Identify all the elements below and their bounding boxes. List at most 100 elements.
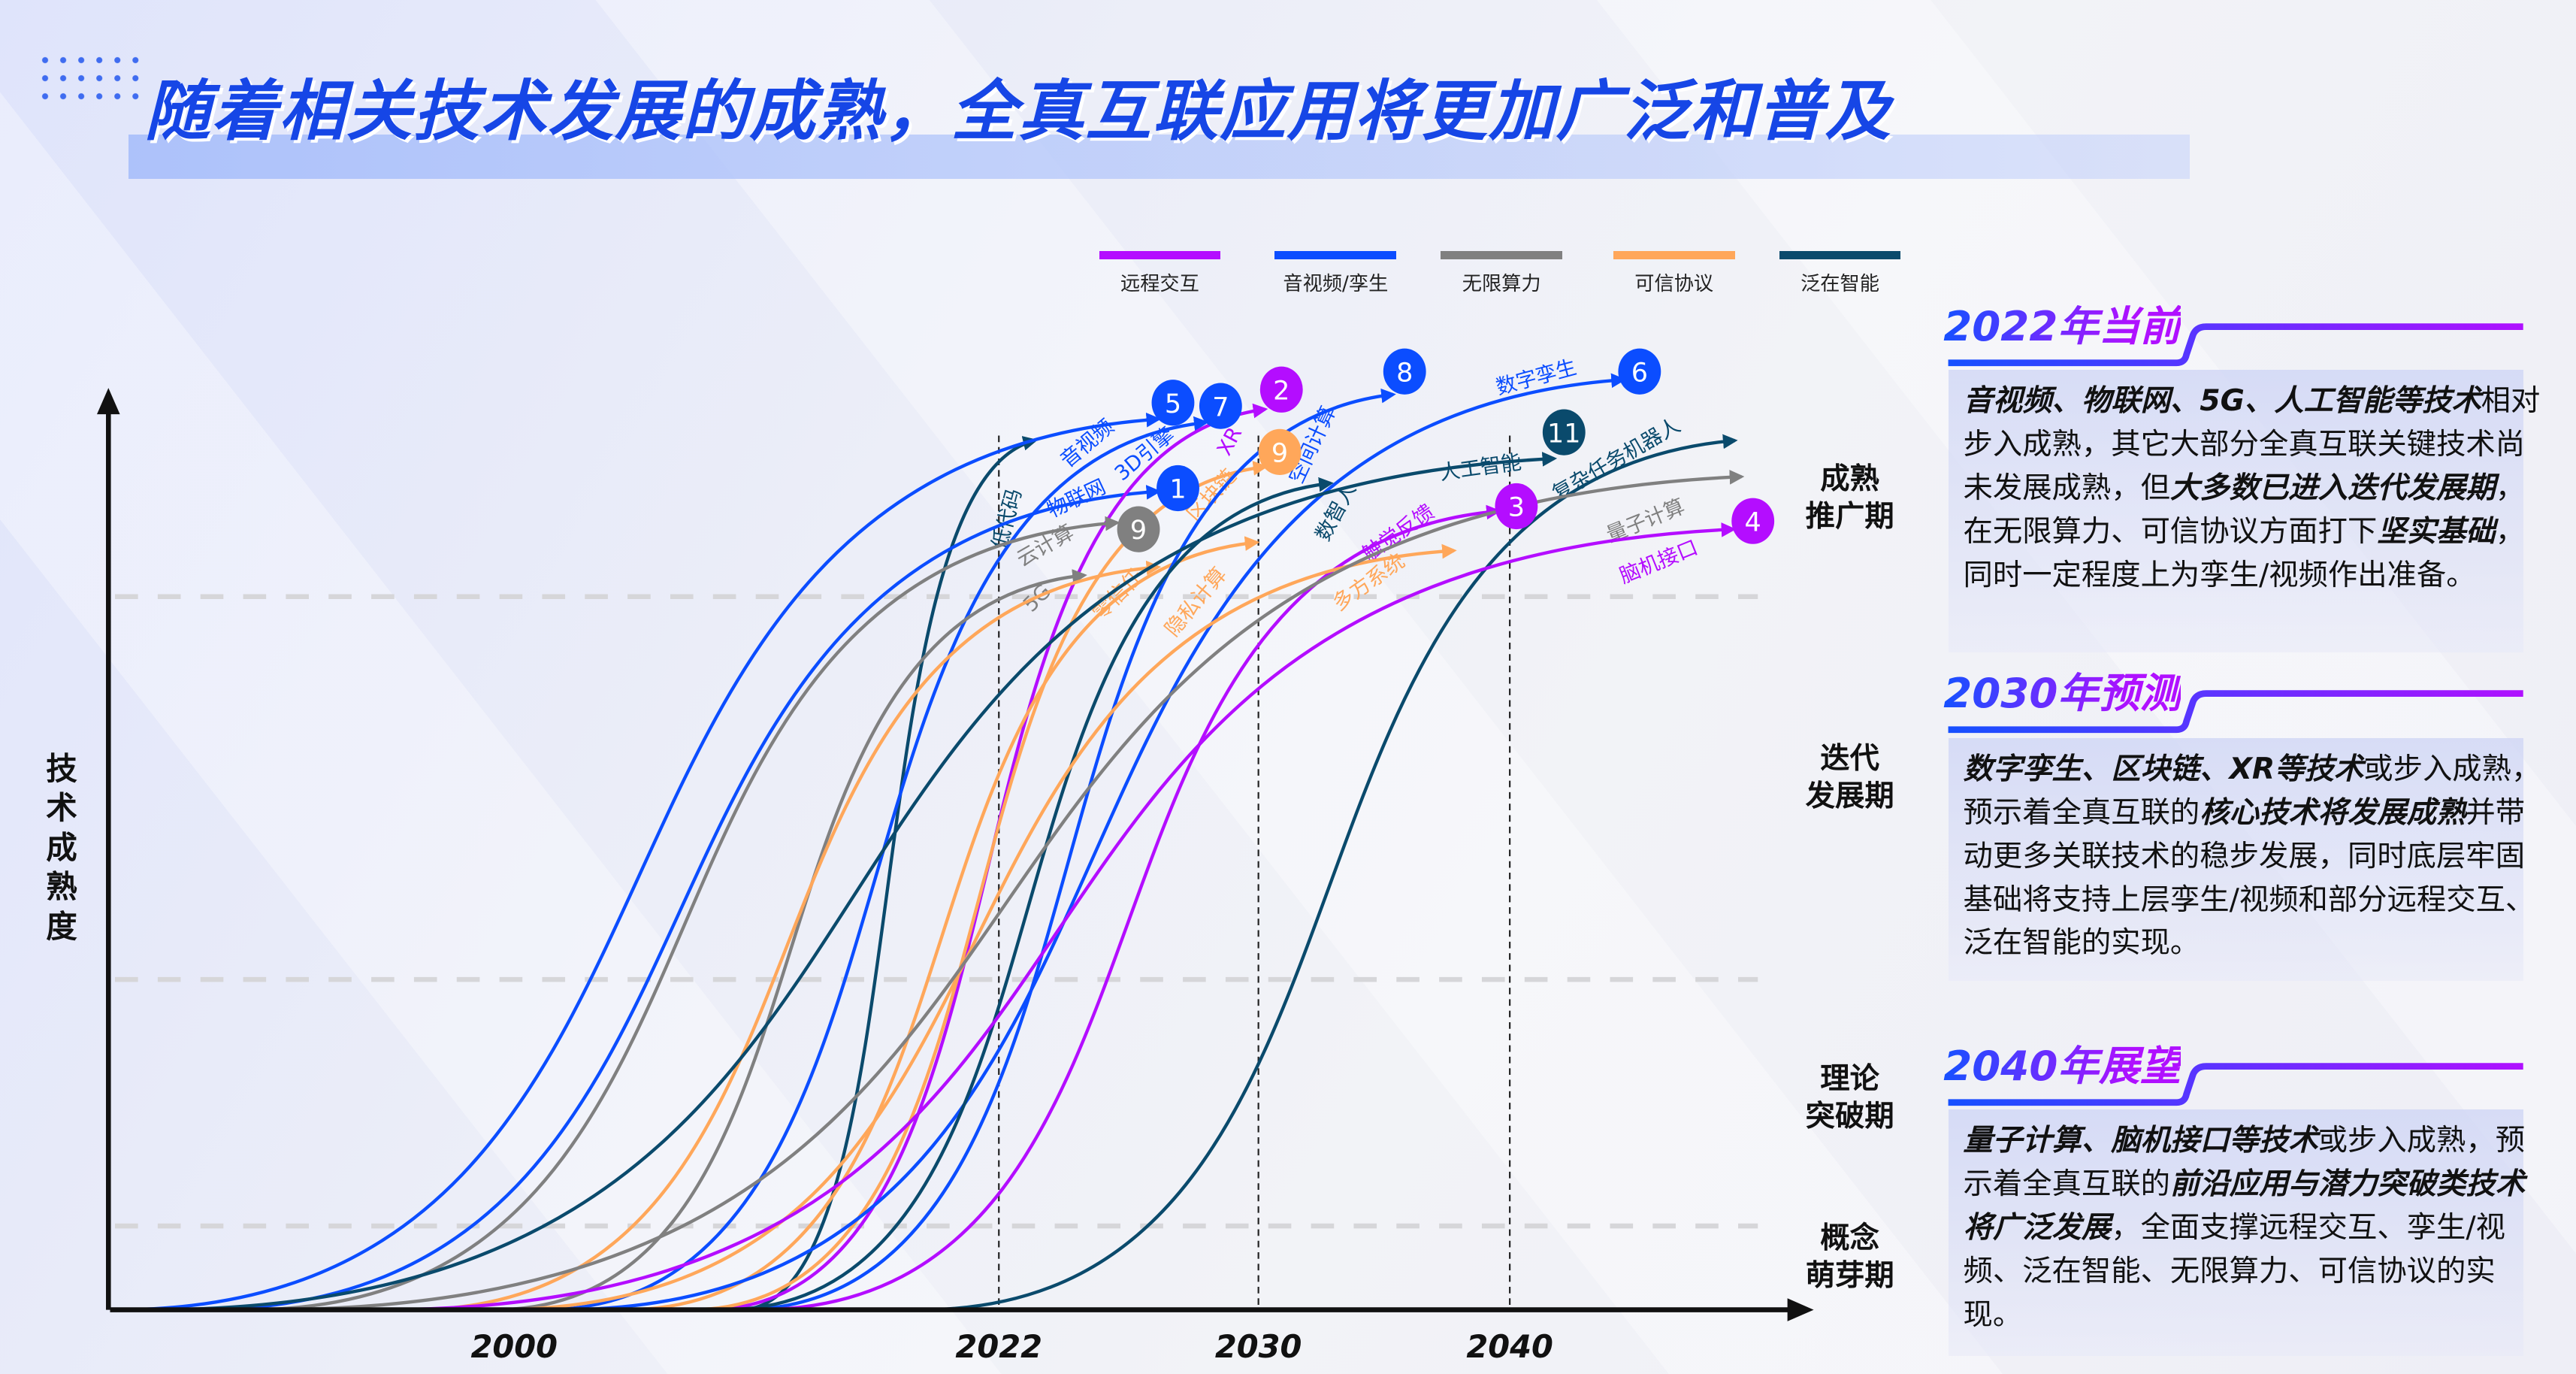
technology-badge: 2 bbox=[1259, 366, 1303, 413]
badge-number: 9 bbox=[1271, 438, 1288, 468]
technology-curve: 脑机接口 bbox=[377, 522, 1737, 1312]
x-tick-label: 2040 bbox=[1466, 1328, 1553, 1365]
panel-body: 量子计算、脑机接口等技术或步入成熟，预示着全真互联的前沿应用与潜力突破类技术将广… bbox=[1964, 1119, 2542, 1337]
badge-number: 8 bbox=[1396, 358, 1413, 388]
legend-swatch bbox=[1613, 251, 1735, 260]
panel-heading-text: 2022年当前 bbox=[1943, 302, 2181, 351]
highlight-text: 核心技术将发展成熟 bbox=[2200, 794, 2466, 830]
maturity-curve bbox=[246, 516, 1120, 1312]
badge-number: 5 bbox=[1165, 389, 1181, 419]
technology-label: 脑机接口 bbox=[1616, 536, 1701, 589]
maturity-curve bbox=[492, 569, 1087, 1312]
legend-item: 可信协议 bbox=[1612, 251, 1737, 296]
highlight-text: 数字孪生、区块链、XR等技术 bbox=[1963, 751, 2364, 786]
badge-number: 11 bbox=[1547, 419, 1581, 449]
panel-body: 数字孪生、区块链、XR等技术或步入成熟，预示着全真互联的核心技术将发展成熟并带动… bbox=[1964, 748, 2542, 966]
legend-label: 无限算力 bbox=[1462, 272, 1541, 295]
technology-badge: 7 bbox=[1199, 383, 1242, 429]
x-tick-label: 2000 bbox=[471, 1328, 558, 1365]
panel-heading: 2040年展望 bbox=[1943, 1042, 2526, 1107]
body-text: ，全面支撑远程交互、孪生/视频、泛在智能、无限算力、可信协议的实现。 bbox=[1963, 1209, 2505, 1332]
technology-curve: 人工智能 bbox=[147, 451, 1558, 1312]
panel-heading-text: 2040年展望 bbox=[1943, 1042, 2181, 1091]
y-axis-label: 技术成熟度 bbox=[46, 749, 77, 945]
technology-badge: 3 bbox=[1495, 483, 1538, 530]
technology-label: 物联网 bbox=[1044, 475, 1109, 522]
panel-background bbox=[1948, 369, 2523, 652]
technology-badge: 1 bbox=[1156, 465, 1199, 512]
legend-item: 无限算力 bbox=[1439, 251, 1564, 296]
heading-underline bbox=[1948, 323, 2523, 367]
legend-label: 音视频/孪生 bbox=[1283, 272, 1389, 295]
technology-badge: 9 bbox=[1117, 506, 1160, 552]
body-text: ，同时一定程度上为孪生/视频作出准备。 bbox=[1963, 513, 2526, 592]
maturity-curve bbox=[920, 434, 1738, 1312]
heading-underline bbox=[1948, 1063, 2523, 1106]
body-text: ，在无限算力、可信协议方面打下 bbox=[1963, 470, 2526, 549]
legend-swatch bbox=[1441, 251, 1563, 260]
stage-label: 理论 突破期 bbox=[1805, 1061, 1894, 1134]
highlight-text: 音视频、物联网、5G、人工智能等技术 bbox=[1963, 383, 2481, 418]
legend-item: 音视频/孪生 bbox=[1273, 251, 1398, 296]
technology-curve: XR bbox=[706, 403, 1268, 1312]
maturity-curve bbox=[624, 536, 1260, 1312]
panel-heading-text: 2030年预测 bbox=[1943, 668, 2181, 717]
y-axis-arrow-icon bbox=[96, 388, 120, 415]
panel-background bbox=[1948, 1109, 2523, 1356]
technology-badge: 8 bbox=[1383, 348, 1426, 395]
body-text: 或步入成熟，预示着全真互联的 bbox=[1963, 751, 2541, 830]
technology-badge: 9 bbox=[1258, 428, 1302, 475]
legend-item: 远程交互 bbox=[1097, 251, 1222, 296]
technology-badge: 4 bbox=[1731, 498, 1775, 544]
maturity-curve bbox=[115, 412, 1162, 1312]
legend-item: 泛在智能 bbox=[1777, 251, 1902, 296]
legend-swatch bbox=[1099, 251, 1221, 260]
maturity-curve bbox=[706, 403, 1268, 1312]
maturity-curve bbox=[262, 470, 1745, 1312]
maturity-curve bbox=[558, 373, 1626, 1312]
legend-label: 可信协议 bbox=[1634, 272, 1714, 295]
panel-background bbox=[1948, 737, 2523, 982]
title-underlay bbox=[128, 135, 2191, 180]
technology-label: 数智人 bbox=[1311, 480, 1361, 545]
maturity-curve bbox=[147, 452, 1558, 1312]
technology-badge: 5 bbox=[1151, 380, 1195, 426]
stage-label: 概念 萌芽期 bbox=[1805, 1221, 1894, 1294]
highlight-text: 前沿应用与潜力突破类技术将广泛发展 bbox=[1963, 1166, 2526, 1245]
heading-underline bbox=[1948, 690, 2523, 734]
dot-grid-decoration bbox=[36, 50, 148, 107]
legend-swatch bbox=[1274, 251, 1397, 260]
maturity-curve bbox=[755, 504, 1501, 1312]
x-tick-label: 2030 bbox=[1215, 1328, 1302, 1365]
badge-number: 3 bbox=[1508, 493, 1525, 523]
maturity-curve bbox=[197, 485, 1162, 1312]
highlight-text: 量子计算、脑机接口等技术 bbox=[1963, 1122, 2318, 1158]
maturity-curve bbox=[739, 436, 1039, 1312]
technology-label: XR bbox=[1213, 423, 1247, 459]
highlight-text: 坚实基础 bbox=[2377, 513, 2496, 549]
legend-label: 远程交互 bbox=[1120, 272, 1199, 295]
technology-badge: 6 bbox=[1618, 348, 1661, 395]
badge-number: 7 bbox=[1212, 392, 1229, 422]
badge-number: 4 bbox=[1745, 507, 1761, 537]
stage-label: 成熟 推广期 bbox=[1805, 462, 1894, 534]
badge-number: 1 bbox=[1169, 475, 1186, 505]
highlight-text: 大多数已进入迭代发展期 bbox=[2169, 470, 2496, 505]
maturity-curve bbox=[722, 477, 1334, 1312]
technology-badge: 11 bbox=[1542, 409, 1586, 455]
technology-curve: 量子计算 bbox=[262, 470, 1745, 1312]
panel-body: 音视频、物联网、5G、人工智能等技术相对步入成熟，其它大部分全真互联关键技术尚未… bbox=[1964, 380, 2542, 598]
panel-heading: 2030年预测 bbox=[1943, 669, 2526, 734]
technology-curve: 区块链 bbox=[690, 461, 1268, 1312]
stage-label: 迭代 发展期 bbox=[1805, 740, 1894, 814]
panel-heading: 2022年当前 bbox=[1943, 302, 2526, 368]
x-tick-label: 2022 bbox=[955, 1328, 1042, 1365]
maturity-curve bbox=[739, 388, 1396, 1312]
badge-number: 9 bbox=[1130, 516, 1147, 546]
technology-label: 人工智能 bbox=[1438, 451, 1523, 486]
body-text: 并带动更多关联技术的稳步发展，同时底层牢固基础将支持上层孪生/视频和部分远程交互… bbox=[1963, 794, 2535, 961]
maturity-curve bbox=[492, 543, 1457, 1312]
technology-label: 隐私计算 bbox=[1161, 563, 1232, 641]
